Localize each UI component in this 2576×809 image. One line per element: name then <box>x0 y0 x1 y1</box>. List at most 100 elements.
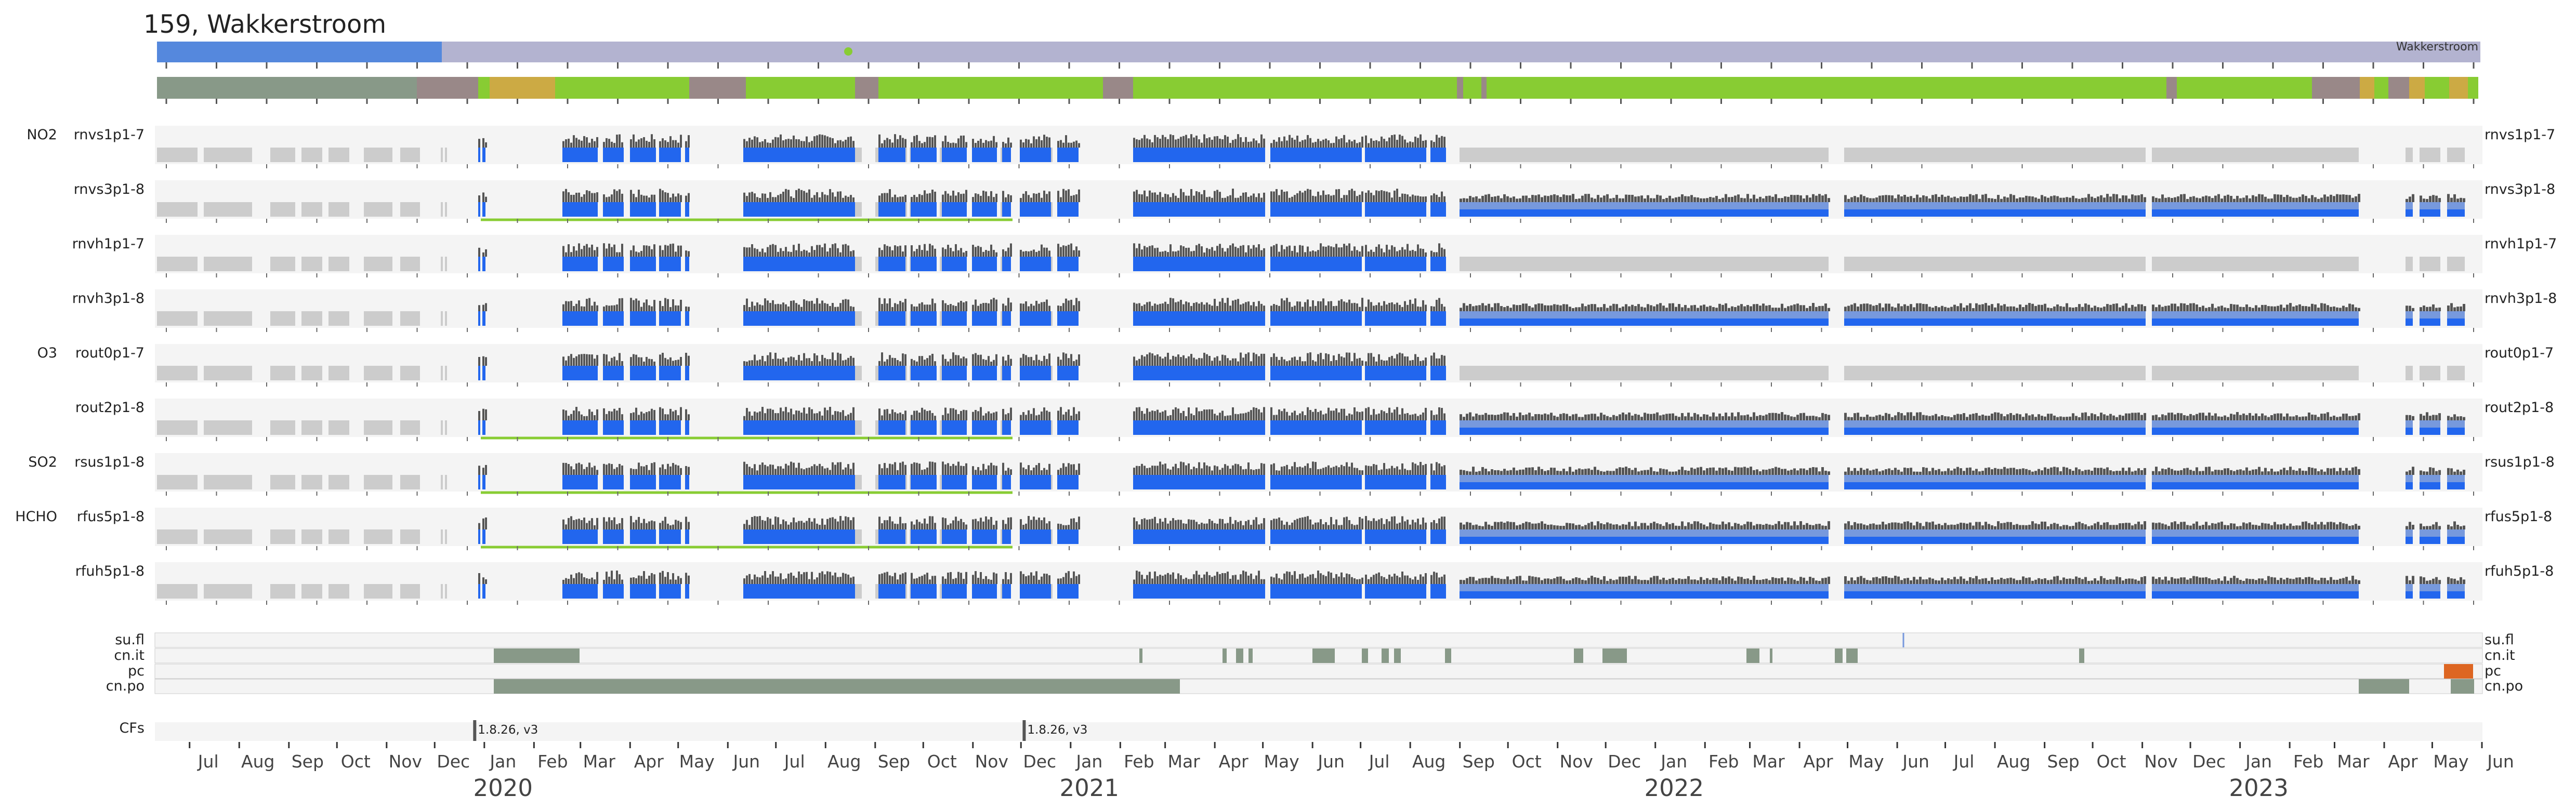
data-bar <box>2261 304 2264 311</box>
data-bar <box>1678 526 1680 529</box>
data-bar <box>1330 410 1332 420</box>
data-bar <box>1002 579 1004 584</box>
data-bar <box>1478 198 1481 202</box>
data-bar <box>1634 521 1637 529</box>
data-bar <box>2342 306 2345 311</box>
data-bar <box>2177 413 2179 420</box>
data-bar <box>2115 471 2118 475</box>
data-bar <box>2062 197 2065 202</box>
data-bar <box>1522 469 1524 475</box>
data-bar <box>834 143 836 148</box>
status-segment-10 <box>1133 77 1457 99</box>
grey-segment <box>270 257 295 271</box>
data-bar <box>960 248 962 257</box>
data-bar <box>1796 303 1799 311</box>
data-bar <box>633 469 635 475</box>
data-bar <box>772 359 774 366</box>
data-bar <box>1706 198 1708 202</box>
data-bar <box>837 411 839 420</box>
grey-segment <box>400 202 420 217</box>
data-bar <box>965 301 967 311</box>
data-bar <box>1737 467 1740 475</box>
data-bar <box>659 467 661 475</box>
blue-segment <box>942 311 967 326</box>
data-bar <box>965 524 967 529</box>
data-bar <box>630 516 632 529</box>
data-bar <box>1227 523 1229 529</box>
data-bar <box>1460 469 1462 475</box>
data-bar <box>850 251 852 257</box>
data-bar <box>1335 466 1337 475</box>
data-bar <box>1556 417 1559 420</box>
data-bar <box>1656 471 1659 475</box>
data-bar <box>1894 522 1897 529</box>
data-bar <box>1743 198 1746 202</box>
data-bar <box>1494 196 1496 202</box>
blue-segment <box>685 529 689 544</box>
blue-segment <box>972 148 997 162</box>
data-bar <box>1503 469 1506 475</box>
data-bar <box>1025 251 1027 257</box>
data-bar <box>924 360 926 366</box>
data-bar <box>2236 526 2239 529</box>
data-bar <box>1969 414 1972 420</box>
data-bar <box>1963 471 1965 475</box>
data-bar <box>2031 196 2034 202</box>
data-bar <box>1566 304 1568 311</box>
data-bar <box>931 245 934 257</box>
data-bar <box>1232 140 1234 148</box>
data-bar <box>1475 471 1478 475</box>
status-segment-21 <box>2388 77 2409 99</box>
data-bar <box>1151 353 1153 366</box>
data-bar <box>832 244 834 257</box>
data-bar <box>2460 526 2462 529</box>
data-bar <box>1854 522 1856 529</box>
data-bar <box>581 196 583 202</box>
data-bar <box>826 251 829 257</box>
data-bar <box>1634 414 1637 420</box>
data-bar <box>1361 298 1363 311</box>
data-bar <box>1928 198 1931 202</box>
data-bar <box>646 299 648 311</box>
data-bar <box>1010 243 1012 257</box>
data-bar <box>904 465 906 475</box>
data-bar <box>1497 522 1500 529</box>
data-bar <box>583 577 585 584</box>
grey-segment <box>441 257 443 271</box>
data-bar <box>1712 578 1715 584</box>
data-bar <box>1803 525 1805 529</box>
blue-segment <box>1002 311 1011 326</box>
data-bar <box>2453 194 2456 202</box>
data-bar <box>1255 469 1257 475</box>
data-bar <box>667 245 669 257</box>
data-bar <box>832 192 834 202</box>
data-bar <box>899 413 901 420</box>
data-bar <box>1041 197 1043 202</box>
data-bar <box>2429 416 2432 420</box>
data-bar <box>1356 250 1358 257</box>
data-bar <box>1420 307 1422 311</box>
data-bar <box>988 303 990 311</box>
data-bar <box>1850 471 1853 475</box>
data-bar <box>1232 407 1234 420</box>
data-bar <box>886 303 888 311</box>
data-bar <box>1177 354 1179 366</box>
data-bar <box>2355 307 2357 311</box>
data-bar <box>1475 524 1478 529</box>
data-bar <box>2249 307 2251 311</box>
data-bar <box>648 470 650 475</box>
data-bar <box>2164 306 2167 311</box>
data-bar <box>839 577 842 584</box>
data-bar <box>1203 352 1205 366</box>
data-bar <box>1941 471 1943 475</box>
blue-segment <box>562 148 598 162</box>
data-bar <box>677 465 679 475</box>
data-bar <box>767 577 769 584</box>
data-bar <box>1417 416 1419 420</box>
data-bar <box>1481 415 1484 420</box>
data-bar <box>1672 303 1674 311</box>
data-bar <box>1500 306 1503 311</box>
data-bar <box>1068 463 1070 475</box>
blue-segment <box>1133 202 1265 217</box>
data-bar <box>1715 470 1718 475</box>
